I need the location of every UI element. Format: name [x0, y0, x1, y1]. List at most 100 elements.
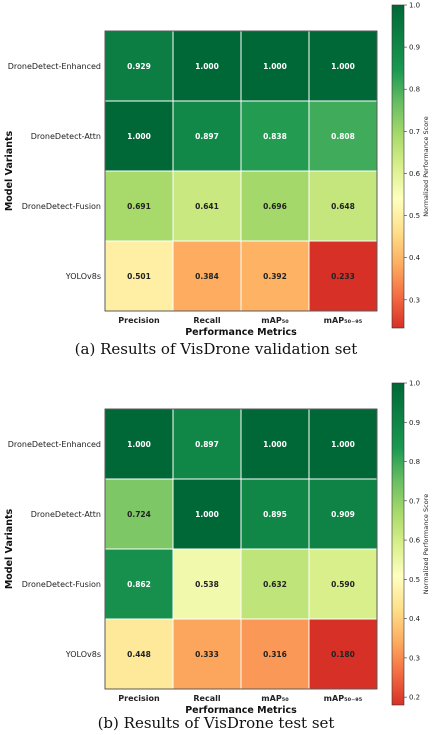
- cell-value-label: 0.538: [195, 580, 219, 589]
- heatmap-cell: [240, 408, 310, 480]
- heatmap-cell: [308, 100, 378, 172]
- heatmap-cell: [172, 30, 242, 102]
- cell-value-label: 0.590: [331, 580, 355, 589]
- cell-value-label: 1.000: [263, 62, 287, 71]
- cell-value-label: 0.392: [263, 272, 287, 281]
- colorbar-label: Normalized Performance Score: [422, 116, 430, 216]
- colorbar-tick-label: 0.2: [409, 694, 420, 702]
- cell-value-label: 1.000: [263, 440, 287, 449]
- cell-value-label: 0.691: [127, 202, 151, 211]
- heatmap-cell: [308, 408, 378, 480]
- cell-value-label: 0.808: [331, 132, 355, 141]
- column-tick-label: Precision: [118, 316, 160, 325]
- cell-value-label: 0.632: [263, 580, 287, 589]
- cell-value-label: 1.000: [331, 440, 355, 449]
- colorbar-tick-label: 0.4: [409, 615, 421, 623]
- column-tick-label: Precision: [118, 694, 160, 703]
- figure-caption: (b) Results of VisDrone test set: [98, 714, 335, 732]
- cell-value-label: 0.895: [263, 510, 287, 519]
- heatmap-cell: [308, 30, 378, 102]
- colorbar-tick-label: 0.7: [409, 497, 420, 505]
- column-tick-label: Recall: [193, 316, 220, 325]
- row-tick-label: DroneDetect-Attn: [31, 510, 101, 519]
- heatmap-cell: [308, 548, 378, 620]
- heatmap-frame: [104, 408, 378, 690]
- cell-value-label: 0.316: [263, 650, 287, 659]
- colorbar-tick-label: 1.0: [409, 2, 420, 10]
- colorbar-tick-label: 0.9: [409, 44, 420, 52]
- row-tick-label: DroneDetect-Enhanced: [8, 440, 101, 449]
- colorbar-tick-label: 0.7: [409, 128, 420, 136]
- cell-value-label: 0.233: [331, 272, 355, 281]
- row-tick-label: DroneDetect-Fusion: [22, 580, 101, 589]
- heatmap-cell: [172, 170, 242, 242]
- colorbar-tick-label: 0.5: [409, 212, 420, 220]
- column-tick-label: Recall: [193, 694, 220, 703]
- colorbar-tick-label: 0.6: [409, 537, 421, 545]
- figure-caption: (a) Results of VisDrone validation set: [75, 340, 358, 358]
- y-axis-label: Model Variants: [4, 130, 15, 211]
- cell-value-label: 0.384: [195, 272, 219, 281]
- heatmap-cell: [308, 240, 378, 312]
- cell-value-label: 0.897: [195, 440, 219, 449]
- heatmap-cell: [172, 100, 242, 172]
- y-axis-label: Model Variants: [4, 508, 15, 589]
- x-axis-label: Performance Metrics: [185, 327, 297, 338]
- row-tick-label: DroneDetect-Enhanced: [8, 62, 101, 71]
- colorbar-tick-label: 0.4: [409, 254, 421, 262]
- row-tick-label: DroneDetect-Fusion: [22, 202, 101, 211]
- row-tick-label: YOLOv8s: [65, 272, 101, 281]
- column-tick-label: mAP₅₀: [261, 694, 289, 703]
- colorbar-tick-label: 0.3: [409, 654, 420, 662]
- cell-value-label: 1.000: [127, 132, 151, 141]
- cell-value-label: 0.724: [127, 510, 151, 519]
- colorbar: [391, 382, 405, 706]
- cell-value-label: 1.000: [331, 62, 355, 71]
- colorbar-tick-label: 0.5: [409, 576, 420, 584]
- heatmap-cell: [240, 478, 310, 550]
- cell-value-label: 0.448: [127, 650, 151, 659]
- cell-value-label: 0.641: [195, 202, 219, 211]
- cell-value-label: 0.501: [127, 272, 151, 281]
- heatmap-cell: [308, 170, 378, 242]
- colorbar-tick-label: 0.3: [409, 296, 420, 304]
- colorbar-tick-label: 0.9: [409, 419, 420, 427]
- colorbar-tick-label: 0.6: [409, 170, 421, 178]
- cell-value-label: 1.000: [195, 510, 219, 519]
- cell-value-label: 0.333: [195, 650, 219, 659]
- heatmap-cell: [308, 478, 378, 550]
- colorbar: [391, 4, 405, 329]
- heatmap-cell: [104, 548, 174, 620]
- heatmap-panel-b: 1.000 0.897 1.000 1.000 0.724 1.000 0.895 0.909…: [4, 380, 430, 733]
- cell-value-label: 0.838: [263, 132, 287, 141]
- cell-value-label: 0.897: [195, 132, 219, 141]
- colorbar-label: Normalized Performance Score: [422, 494, 430, 594]
- cell-value-label: 1.000: [195, 62, 219, 71]
- heatmap-frame: [104, 30, 378, 312]
- heatmap-cell: [172, 240, 242, 312]
- column-tick-label: mAP₅₀: [261, 316, 289, 325]
- column-tick-label: mAP₅₀₋₉₅: [324, 694, 363, 703]
- x-axis-label: Performance Metrics: [185, 705, 297, 716]
- cell-value-label: 1.000: [127, 440, 151, 449]
- cell-value-label: 0.696: [263, 202, 287, 211]
- colorbar-tick-label: 0.8: [409, 458, 420, 466]
- row-tick-label: DroneDetect-Attn: [31, 132, 101, 141]
- cell-value-label: 0.862: [127, 580, 151, 589]
- cell-value-label: 0.909: [331, 510, 355, 519]
- colorbar-tick-label: 1.0: [409, 380, 420, 388]
- heatmap-cell: [172, 408, 242, 480]
- heatmap-cell: [104, 408, 174, 480]
- heatmap-panel-a: 0.929 1.000 1.000 1.000 1.000 0.897 0.838 0.808…: [4, 2, 430, 359]
- cell-value-label: 0.929: [127, 62, 151, 71]
- heatmap-cell: [104, 30, 174, 102]
- column-tick-label: mAP₅₀₋₉₅: [324, 316, 363, 325]
- heatmap-cell: [104, 478, 174, 550]
- heatmap-cell: [240, 548, 310, 620]
- colorbar-tick-label: 0.8: [409, 86, 420, 94]
- heatmap-cell: [172, 548, 242, 620]
- cell-value-label: 0.648: [331, 202, 355, 211]
- cell-value-label: 0.180: [331, 650, 355, 659]
- row-tick-label: YOLOv8s: [65, 650, 101, 659]
